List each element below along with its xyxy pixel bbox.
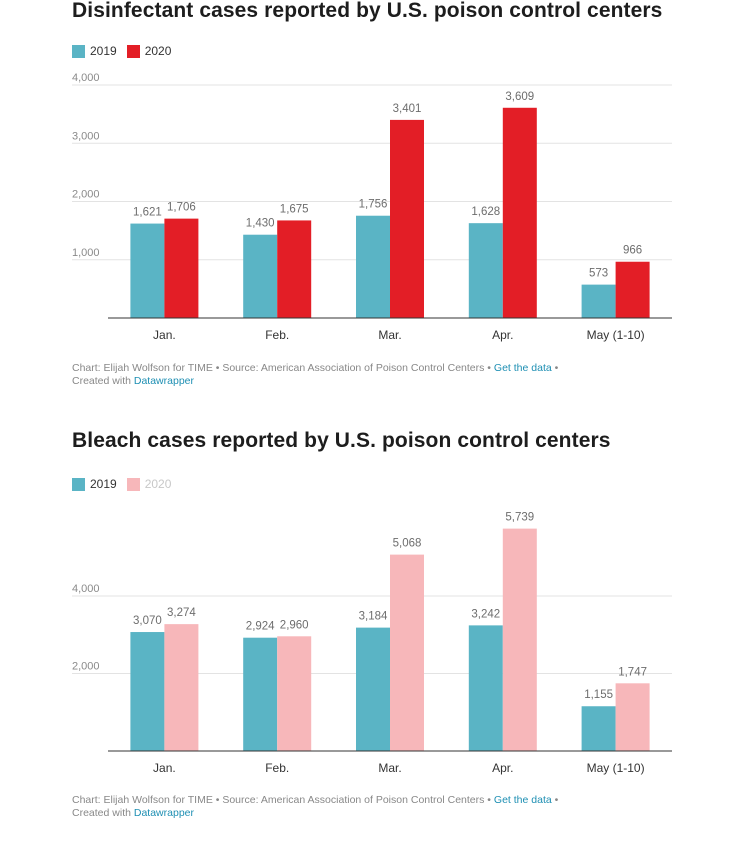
data-label: 1,706 xyxy=(167,202,196,214)
x-category-label: Mar. xyxy=(378,761,401,775)
bar-2020-0 xyxy=(164,218,199,318)
bar-chart-plot: 2,000 4,000 3,070 3,274 Jan. 2,924 2,960 Feb. 3,… xyxy=(72,512,672,775)
data-label: 5,739 xyxy=(505,512,534,524)
bar-2019-0 xyxy=(130,632,165,751)
x-category-label: May (1-10) xyxy=(587,761,645,775)
y-tick-label: 1,000 xyxy=(72,247,100,259)
bar-2019-4 xyxy=(581,706,616,751)
data-label: 3,242 xyxy=(471,608,500,620)
bar-2019-3 xyxy=(468,223,503,318)
y-tick-label: 3,000 xyxy=(72,130,100,142)
legend-item-2019[interactable]: 2019 xyxy=(72,44,117,58)
get-data-link[interactable]: Get the data xyxy=(493,794,552,806)
data-label: 1,621 xyxy=(133,207,162,219)
legend-label: 2019 xyxy=(90,477,117,491)
footer-separator: • xyxy=(551,362,559,374)
bar-2020-4 xyxy=(615,261,650,318)
data-label: 2,924 xyxy=(246,621,275,633)
chart-bleach: Bleach cases reported by U.S. poison con… xyxy=(0,429,747,832)
datawrapper-link[interactable]: Datawrapper xyxy=(133,807,194,819)
x-category-label: Feb. xyxy=(265,328,289,342)
get-data-link[interactable]: Get the data xyxy=(493,362,552,374)
legend-label: 2020 xyxy=(144,44,172,58)
x-category-label: Apr. xyxy=(492,328,513,342)
bar-2020-1 xyxy=(277,636,312,751)
chart-footer: Chart: Elijah Wolfson for TIME • Source:… xyxy=(72,794,558,820)
x-category-label: Jan. xyxy=(153,761,176,775)
data-label: 1,756 xyxy=(359,199,388,211)
data-label: 1,430 xyxy=(246,218,275,230)
legend-swatch xyxy=(126,477,140,491)
footer-separator: • xyxy=(551,794,559,806)
bar-2020-3 xyxy=(502,107,537,318)
footer-credit: Chart: Elijah Wolfson for TIME • Source:… xyxy=(72,794,494,806)
bar-2019-4 xyxy=(581,284,616,318)
legend-label: 2019 xyxy=(90,44,117,58)
footer-created: Created with xyxy=(72,807,134,819)
x-category-label: Mar. xyxy=(378,328,401,342)
chart-title: Bleach cases reported by U.S. poison con… xyxy=(72,429,611,452)
bar-2020-2 xyxy=(390,554,424,751)
bar-2020-0 xyxy=(164,624,199,751)
data-label: 1,628 xyxy=(471,206,500,218)
x-category-label: Apr. xyxy=(492,761,513,775)
y-tick-label: 4,000 xyxy=(72,72,100,84)
footer-credit: Chart: Elijah Wolfson for TIME • Source:… xyxy=(72,362,494,374)
x-category-label: Jan. xyxy=(153,328,176,342)
bar-2019-0 xyxy=(130,223,165,318)
chart-footer: Chart: Elijah Wolfson for TIME • Source:… xyxy=(72,362,558,388)
data-label: 3,274 xyxy=(167,607,196,619)
legend-swatch xyxy=(126,44,140,58)
datawrapper-link[interactable]: Datawrapper xyxy=(133,375,194,387)
legend-item-2020[interactable]: 2020 xyxy=(126,477,172,491)
chart-legend: 2019 2020 xyxy=(72,477,181,491)
legend-swatch xyxy=(72,477,85,491)
bar-2019-2 xyxy=(356,627,390,751)
data-label: 1,747 xyxy=(618,666,647,678)
y-tick-label: 4,000 xyxy=(72,583,100,595)
bar-2019-3 xyxy=(468,625,503,751)
data-label: 3,184 xyxy=(359,611,388,623)
data-label: 5,068 xyxy=(393,538,422,550)
y-tick-label: 2,000 xyxy=(72,661,100,673)
legend-swatch xyxy=(72,44,85,58)
bar-2019-1 xyxy=(243,234,278,318)
legend-item-2020[interactable]: 2020 xyxy=(126,44,172,58)
data-label: 1,675 xyxy=(280,203,309,215)
bar-2020-1 xyxy=(277,220,312,318)
bar-2019-1 xyxy=(243,637,278,751)
data-label: 1,155 xyxy=(584,689,613,701)
data-label: 2,960 xyxy=(280,619,309,631)
bar-2019-2 xyxy=(356,215,390,318)
bar-2020-3 xyxy=(502,528,537,751)
data-label: 966 xyxy=(623,245,642,257)
x-category-label: May (1-10) xyxy=(587,328,645,342)
chart-disinfectant: Disinfectant cases reported by U.S. pois… xyxy=(0,0,747,400)
data-label: 573 xyxy=(589,268,608,280)
bar-2020-2 xyxy=(390,119,424,318)
legend-label: 2020 xyxy=(144,477,172,491)
footer-created: Created with xyxy=(72,375,134,387)
bar-chart-plot: 1,000 2,000 3,000 4,000 1,621 1,706 Jan. 1,430 1… xyxy=(72,72,672,342)
x-category-label: Feb. xyxy=(265,761,289,775)
data-label: 3,070 xyxy=(133,615,162,627)
data-label: 3,401 xyxy=(393,103,422,115)
y-tick-label: 2,000 xyxy=(72,189,100,201)
bar-2020-4 xyxy=(615,683,650,751)
chart-title: Disinfectant cases reported by U.S. pois… xyxy=(72,0,663,22)
legend-item-2019[interactable]: 2019 xyxy=(72,477,117,491)
chart-legend: 2019 2020 xyxy=(72,44,181,58)
data-label: 3,609 xyxy=(505,91,534,103)
